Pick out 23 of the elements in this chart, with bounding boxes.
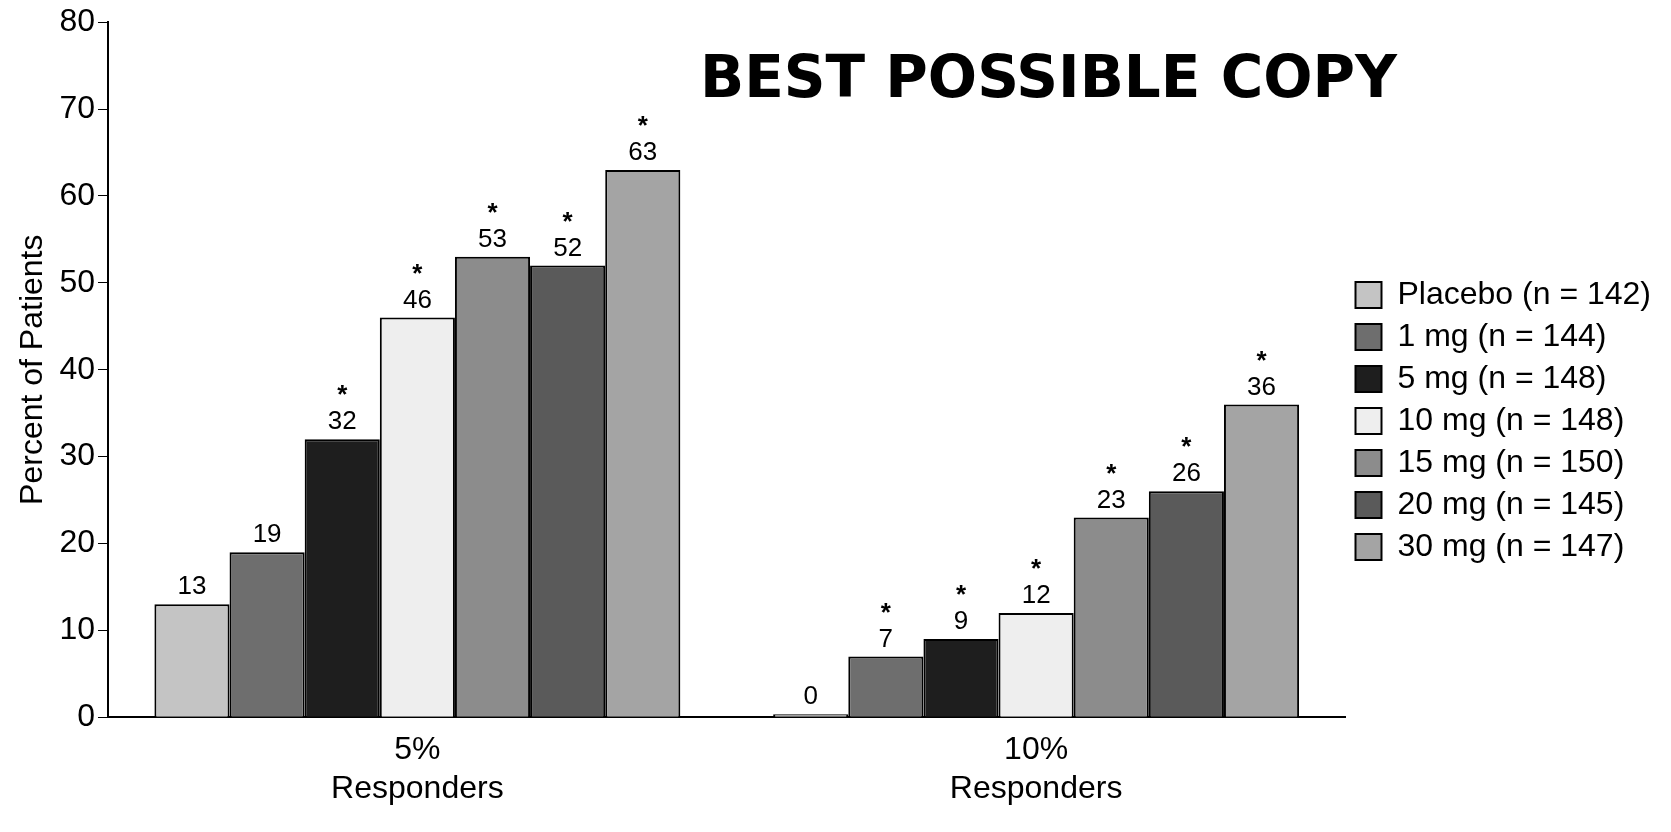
legend-label: 10 mg (n = 148) [1397, 400, 1625, 437]
y-tick-label: 20 [59, 523, 95, 560]
data-label: 0 [803, 680, 818, 711]
y-axis-title: Percent of Patients [13, 234, 50, 505]
y-tick-label: 50 [59, 262, 95, 299]
y-tick-label: 0 [77, 697, 95, 734]
x-tick-label: 10% Responders [949, 730, 1123, 805]
y-tick-label: 40 [59, 349, 95, 386]
legend-label: Placebo (n = 142) [1397, 274, 1651, 311]
y-tick-label: 70 [59, 88, 95, 125]
y-tick-label: 60 [59, 175, 95, 212]
y-tick-label: 30 [59, 436, 95, 473]
legend-label: 15 mg (n = 150) [1397, 442, 1625, 479]
annotation: BEST POSSIBLE COPY [699, 43, 1399, 112]
y-tick-label: 80 [59, 2, 95, 39]
legend-label: 1 mg (n = 144) [1397, 316, 1607, 353]
legend-label: 5 mg (n = 148) [1397, 358, 1607, 395]
legend-label: 30 mg (n = 147) [1397, 526, 1625, 563]
y-tick-label: 10 [59, 610, 95, 647]
x-tick-label: 5% Responders [331, 730, 504, 805]
data-label: 13 [177, 570, 207, 601]
data-label: 19 [252, 518, 282, 549]
legend-label: 20 mg (n = 145) [1397, 484, 1625, 521]
